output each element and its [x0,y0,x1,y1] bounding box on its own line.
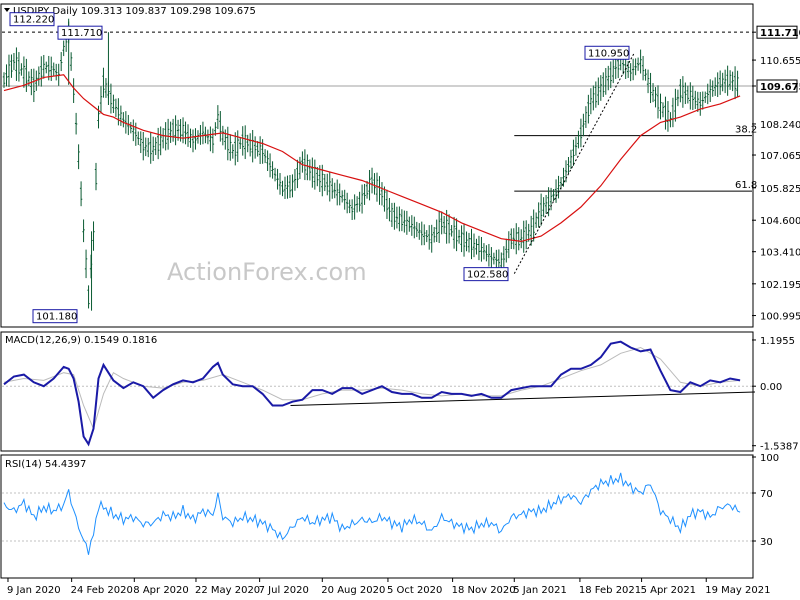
price-y-tick-label: 107.065 [760,151,800,162]
x-tick-label: 24 Feb 2020 [71,585,133,596]
dropdown-triangle-icon[interactable] [4,8,10,12]
swing-trend-line [513,52,636,274]
price-y-tick-label: 111.710 [760,28,800,39]
price-y-tick-label: 105.825 [760,184,800,195]
macd-trend-line [290,391,756,406]
resistance-price-box [756,25,798,39]
price-y-tick-label: 102.195 [760,280,800,291]
moving-average-line [3,74,741,243]
price-annotation-box [9,12,55,27]
rsi-y-tick-label: 70 [760,489,773,500]
price-y-tick-label: 104.600 [760,216,800,227]
fib-level-label: 38.2 [735,125,757,136]
macd-y-tick-label: 0.00 [760,382,782,393]
x-tick-label: 18 Nov 2020 [452,585,516,596]
x-tick-label: 5 Oct 2020 [387,585,442,596]
x-tick-label: 5 Apr 2021 [641,585,696,596]
watermark: ActionForex.com [167,258,367,286]
x-tick-label: 9 Jan 2020 [7,585,61,596]
macd-line [3,340,741,447]
rsi-header: RSI(14) 54.4397 [5,459,86,470]
x-tick-label: 7 Jul 2020 [259,585,309,596]
x-tick-label: 18 Feb 2021 [579,585,641,596]
price-annotation-box [57,25,103,40]
x-tick-label: 5 Jan 2021 [513,585,567,596]
price-annotation-label: 101.180 [36,312,77,323]
price-y-tick-label: 100.995 [760,312,800,323]
rsi-line [3,472,741,555]
current-price-box [756,79,798,93]
x-tick-label: 22 May 2020 [195,585,260,596]
price-annotation-box [463,267,509,282]
x-tick-label: 19 May 2021 [705,585,770,596]
x-tick-label: 20 Aug 2020 [321,585,385,596]
price-annotation-label: 112.220 [13,15,54,26]
x-tick-label: 8 Apr 2020 [133,585,188,596]
price-annotation-label: 110.950 [588,48,629,59]
rsi-y-tick-label: 30 [760,537,773,548]
price-annotation-box [584,45,630,60]
fib-level-label: 61.8 [735,180,757,191]
price-header: USDJPY,Daily 109.313 109.837 109.298 109… [13,6,256,17]
price-annotation-label: 102.580 [467,270,508,281]
macd-header: MACD(12,26,9) 0.1549 0.1816 [5,335,157,346]
macd-signal-line [3,346,741,431]
price-y-tick-label: 103.410 [760,248,800,259]
macd-panel-frame [0,331,754,452]
price-annotation-label: 111.710 [61,28,102,39]
rsi-y-tick-label: 100 [760,453,779,464]
macd-y-tick-label: -1.5387 [760,442,799,453]
rsi-panel-frame [0,454,754,579]
price-y-tick-label: 108.240 [760,120,800,131]
price-y-tick-label: 109.675 [760,82,800,93]
price-annotation-box [32,309,78,324]
price-y-tick-label: 110.655 [760,56,800,67]
macd-y-tick-label: 1.1955 [760,336,795,347]
